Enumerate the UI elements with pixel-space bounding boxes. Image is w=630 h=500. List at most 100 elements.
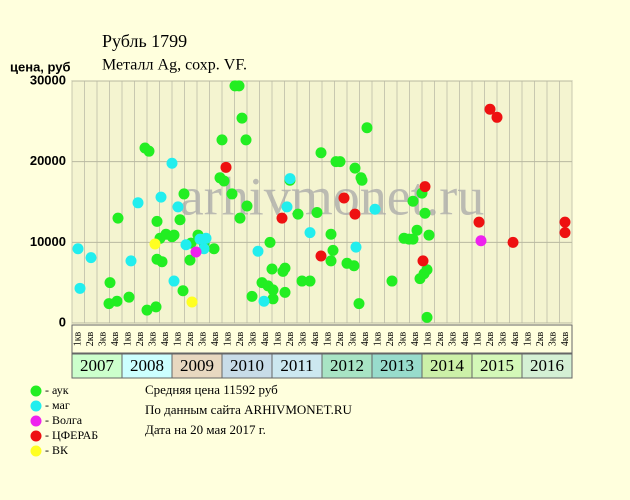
point	[184, 254, 196, 266]
point	[491, 111, 503, 123]
point	[172, 201, 184, 213]
point	[218, 175, 230, 187]
y-axis-label: цена, руб	[10, 59, 71, 74]
point	[327, 244, 339, 256]
year-cell	[171, 353, 223, 379]
quarter-label: 1кв	[423, 331, 434, 346]
legend-marker	[30, 430, 42, 442]
quarter-band	[71, 324, 573, 354]
point	[411, 224, 423, 236]
point	[386, 275, 398, 287]
watermark: arhivmonet.ru	[180, 166, 484, 226]
chart-subtitle: Металл Ag, сохр. VF.	[102, 57, 247, 74]
point	[281, 201, 293, 213]
point	[220, 161, 232, 173]
point	[284, 173, 296, 185]
quarter-label: 4кв	[210, 331, 221, 346]
point	[166, 157, 178, 169]
quarter-label: 3кв	[548, 331, 559, 346]
point	[304, 275, 316, 287]
quarter-label: 3кв	[448, 331, 459, 346]
point	[475, 235, 487, 247]
quarter-label: 3кв	[398, 331, 409, 346]
point	[559, 216, 571, 228]
point	[252, 245, 264, 257]
quarter-label: 4кв	[360, 331, 371, 346]
point	[423, 229, 435, 241]
point	[484, 103, 496, 115]
point	[407, 233, 419, 245]
legend-marker	[30, 445, 42, 457]
point	[180, 239, 192, 251]
quarter-label: 3кв	[298, 331, 309, 346]
quarter-label: 1кв	[223, 331, 234, 346]
year-label: 2010	[230, 356, 264, 375]
point	[125, 255, 137, 267]
point	[226, 188, 238, 200]
point	[350, 241, 362, 253]
year-label: 2008	[130, 356, 164, 375]
point	[349, 162, 361, 174]
point	[353, 298, 365, 310]
note: Средняя цена 11592 руб	[145, 382, 278, 397]
point	[349, 208, 361, 220]
point	[234, 212, 246, 224]
quarter-label: 4кв	[460, 331, 471, 346]
point	[258, 295, 270, 307]
point	[419, 207, 431, 219]
quarter-label: 4кв	[510, 331, 521, 346]
point	[361, 122, 373, 134]
point	[149, 238, 161, 250]
note: Дата на 20 мая 2017 г.	[145, 422, 266, 437]
quarter-label: 4кв	[410, 331, 421, 346]
point	[325, 228, 337, 240]
legend-label: - аук	[45, 383, 69, 397]
point	[348, 260, 360, 272]
year-cell	[471, 353, 523, 379]
quarter-label: 1кв	[173, 331, 184, 346]
point	[156, 256, 168, 268]
point	[407, 195, 419, 207]
point	[369, 203, 381, 215]
legend-marker	[30, 385, 42, 397]
point	[190, 246, 202, 258]
point	[233, 80, 245, 92]
point	[200, 232, 212, 244]
point	[208, 243, 220, 255]
quarter-label: 1кв	[473, 331, 484, 346]
year-cell	[371, 353, 423, 379]
point	[141, 304, 153, 316]
legend-marker	[30, 400, 42, 412]
point	[315, 250, 327, 262]
point	[296, 275, 308, 287]
point	[236, 112, 248, 124]
point	[417, 255, 429, 267]
point	[177, 285, 189, 297]
quarter-label: 2кв	[235, 331, 246, 346]
chart-title: Рубль 1799	[102, 31, 187, 51]
quarter-label: 3кв	[248, 331, 259, 346]
point	[168, 229, 180, 241]
legend-label: - Волга	[45, 413, 83, 427]
point	[304, 227, 316, 239]
year-label: 2013	[380, 356, 414, 375]
point	[419, 181, 431, 193]
quarter-label: 2кв	[135, 331, 146, 346]
quarter-label: 4кв	[560, 331, 571, 346]
point	[356, 174, 368, 186]
point	[276, 212, 288, 224]
point	[112, 212, 124, 224]
legend-label: - маг	[45, 398, 70, 412]
point	[174, 214, 186, 226]
year-label: 2016	[530, 356, 564, 375]
point	[267, 284, 279, 296]
point	[111, 295, 123, 307]
quarter-label: 1кв	[273, 331, 284, 346]
quarter-label: 2кв	[335, 331, 346, 346]
quarter-label: 2кв	[285, 331, 296, 346]
point	[123, 291, 135, 303]
point	[186, 296, 198, 308]
year-label: 2011	[280, 356, 313, 375]
year-label: 2007	[80, 356, 115, 375]
